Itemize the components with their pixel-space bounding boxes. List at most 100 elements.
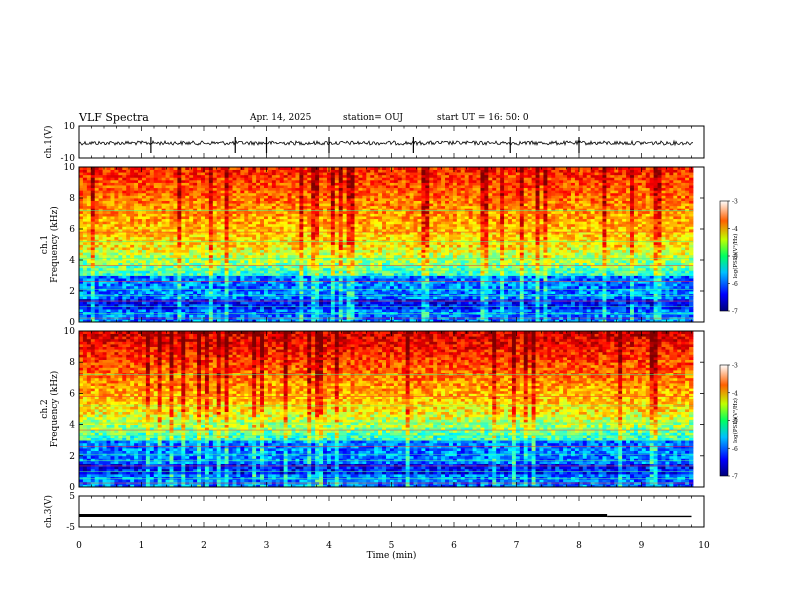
spectrogram-cell — [126, 288, 131, 292]
spectrogram-cell — [248, 314, 253, 318]
spectrogram-cell — [126, 254, 131, 258]
spectrogram-cell — [157, 270, 163, 274]
spectrogram-cell — [122, 208, 127, 212]
spectrogram-cell — [295, 177, 300, 181]
spectrogram-cell — [153, 293, 159, 297]
spectrogram-cell — [201, 234, 206, 238]
spectrogram-cell — [145, 309, 151, 313]
spectrogram-cell — [212, 218, 218, 222]
spectrogram-cell — [326, 200, 332, 204]
spectrogram-cell — [346, 226, 351, 230]
spectrogram-cell — [256, 218, 261, 222]
spectrogram-cell — [130, 205, 135, 209]
spectrogram-cell — [82, 293, 88, 297]
spectrogram-cell — [240, 169, 245, 173]
spectrogram-cell — [236, 262, 241, 266]
spectrogram-cell — [122, 260, 127, 263]
spectrogram-cell — [358, 265, 363, 269]
spectrogram-cell — [334, 260, 340, 263]
spectrogram-cell — [267, 208, 273, 212]
spectrogram-cell — [212, 314, 218, 318]
spectrogram-cell — [114, 247, 119, 251]
spectrogram-cell — [189, 311, 194, 315]
spectrogram-cell — [256, 285, 261, 289]
spectrogram-cell — [224, 285, 229, 289]
spectrogram-cell — [346, 223, 351, 227]
spectrogram-cell — [220, 311, 226, 315]
spectrogram-cell — [370, 288, 375, 292]
spectrogram-cell — [130, 167, 135, 170]
spectrogram-cell — [303, 172, 308, 176]
spectrogram-cell — [204, 236, 210, 240]
spectrogram-cell — [346, 283, 351, 287]
spectrogram-cell — [94, 311, 100, 315]
spectrogram-cell — [204, 285, 210, 289]
spectrogram-cell — [216, 301, 222, 305]
spectrogram-cell — [275, 223, 281, 227]
spectrogram-cell — [271, 254, 277, 258]
spectrogram-cell — [228, 265, 233, 269]
spectrogram-cell — [197, 301, 202, 305]
spectrogram-cell — [267, 288, 273, 292]
spectrogram-cell — [271, 226, 277, 230]
spectrogram-cell — [267, 187, 273, 191]
spectrogram-cell — [189, 236, 194, 240]
spectrogram-cell — [366, 275, 371, 279]
spectrogram-cell — [240, 223, 245, 227]
spectrogram-cell — [189, 216, 194, 220]
spectrogram-cell — [263, 223, 269, 227]
spectrogram-cell — [82, 192, 88, 196]
spectrogram-cell — [130, 213, 135, 217]
spectrogram-cell — [346, 280, 351, 284]
spectrogram-cell — [216, 231, 222, 235]
spectrogram-cell — [165, 291, 170, 294]
spectrogram-cell — [94, 293, 100, 297]
spectrogram-cell — [185, 275, 190, 279]
spectrogram-cell — [323, 303, 328, 307]
spectrogram-cell — [295, 265, 300, 269]
spectrogram-cell — [86, 262, 92, 266]
spectrogram-cell — [307, 241, 312, 245]
spectrogram-cell — [370, 231, 375, 235]
spectrogram-cell — [263, 234, 269, 238]
spectrogram-cell — [386, 278, 391, 282]
spectrogram-cell — [98, 314, 104, 318]
spectrogram-cell — [130, 267, 135, 271]
spectrogram-cell — [346, 210, 351, 214]
spectrogram-cell — [378, 177, 383, 181]
spectrogram-cell — [165, 210, 170, 214]
spectrogram-cell — [350, 311, 355, 315]
spectrogram-cell — [138, 195, 143, 199]
spectrogram-cell — [303, 298, 308, 302]
spectrogram-cell — [358, 283, 363, 287]
spectrogram-cell — [374, 314, 379, 318]
spectrogram-cell — [236, 257, 241, 261]
spectrogram-cell — [193, 182, 198, 186]
spectrogram-cell — [165, 208, 170, 212]
spectrogram-cell — [275, 319, 281, 323]
spectrogram-cell — [330, 174, 336, 178]
spectrogram-cell — [374, 223, 379, 227]
spectrogram-cell — [334, 231, 340, 235]
spectrogram-cell — [386, 291, 391, 294]
spectrogram-cell — [220, 218, 226, 222]
spectrogram-cell — [173, 203, 178, 207]
spectrogram-cell — [193, 174, 198, 178]
spectrogram-cell — [311, 177, 316, 181]
spectrogram-cell — [279, 288, 285, 292]
spectrogram-cell — [138, 205, 143, 209]
spectrogram-cell — [382, 319, 387, 323]
spectrogram-cell — [82, 288, 88, 292]
spectrogram-cell — [279, 280, 285, 284]
spectrogram-cell — [106, 252, 111, 256]
spectrogram-cell — [197, 226, 202, 230]
spectrogram-cell — [110, 283, 115, 287]
spectrogram-cell — [173, 213, 178, 217]
spectrogram-cell — [275, 306, 281, 310]
spectrogram-cell — [283, 231, 289, 235]
spectrogram-cell — [102, 239, 107, 243]
spectrogram-cell — [102, 226, 107, 230]
spectrogram-cell — [256, 221, 261, 225]
spectrogram-cell — [122, 226, 127, 230]
spectrogram-cell — [374, 241, 379, 245]
